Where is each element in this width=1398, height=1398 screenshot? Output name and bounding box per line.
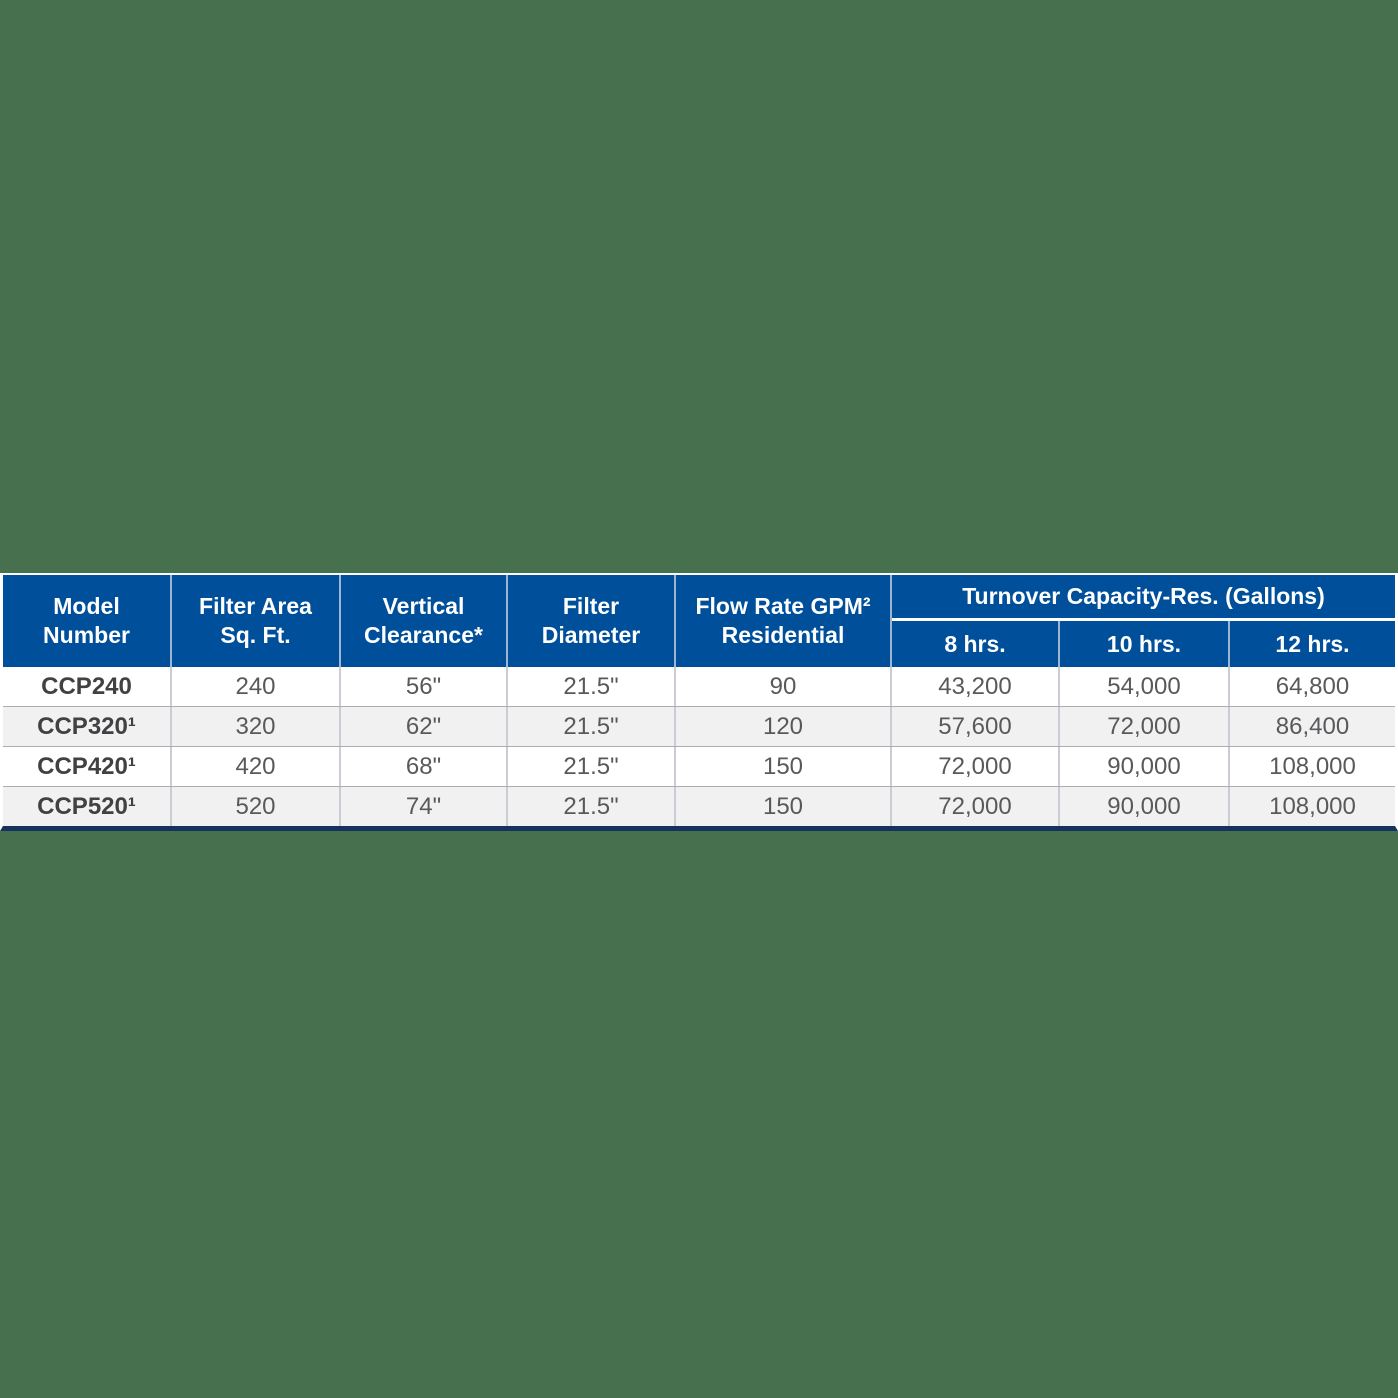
col-header-line: Number [43, 622, 130, 648]
col-header-line: Flow Rate GPM² [695, 593, 871, 619]
cell-capacity-12hrs: 64,800 [1275, 672, 1350, 700]
cell-filter-area: 520 [172, 787, 341, 826]
cell-flow-rate: 150 [676, 787, 892, 826]
col-header-flow-rate: Flow Rate GPM² Residential [676, 575, 892, 667]
col-header-line: Sq. Ft. [220, 622, 291, 648]
cell-filter-diameter: 21.5" [508, 667, 676, 706]
cell-capacity-12hrs: 108,000 [1269, 792, 1356, 820]
cell-capacity-10hrs: 72,000 [1060, 707, 1230, 746]
filter-spec-table: Model Number Filter Area Sq. Ft. Vertica… [0, 573, 1398, 831]
cell-capacity-10hrs: 54,000 [1060, 667, 1230, 706]
cell-capacity-8hrs: 72,000 [892, 747, 1060, 786]
cell-filter-area: 420 [172, 747, 341, 786]
cell-model: CCP240 [3, 667, 172, 706]
col-header-line: Filter [562, 593, 620, 619]
col-header-line: Clearance* [364, 622, 483, 648]
cell-flow-rate: 150 [676, 747, 892, 786]
col-header-line: Residential [721, 622, 845, 648]
cell-flow-rate: 120 [676, 707, 892, 746]
cell-model: CCP320¹ [3, 707, 172, 746]
cell-vertical-clearance: 56" [341, 667, 508, 706]
col-group-subheaders: 8 hrs. 10 hrs. 12 hrs. [892, 621, 1395, 667]
cell-capacity-8hrs: 57,600 [892, 707, 1060, 746]
col-header-filter-area: Filter Area Sq. Ft. [172, 575, 341, 667]
table-header: Model Number Filter Area Sq. Ft. Vertica… [3, 575, 1395, 667]
cell-capacity-8hrs: 72,000 [892, 787, 1060, 826]
cell-model: CCP520¹ [3, 787, 172, 826]
table-row-ccp420: CCP420¹ 420 68" 21.5" 150 72,000 90,000 … [3, 746, 1395, 786]
cell-capacity-10hrs: 90,000 [1060, 747, 1230, 786]
cell-model: CCP420¹ [3, 747, 172, 786]
table-row-ccp320: CCP320¹ 320 62" 21.5" 120 57,600 72,000 … [3, 706, 1395, 746]
col-header-line: Diameter [541, 622, 641, 648]
col-header-filter-diameter: Filter Diameter [508, 575, 676, 667]
cell-capacity-12hrs: 86,400 [1275, 712, 1350, 740]
cell-filter-area: 240 [172, 667, 341, 706]
cell-filter-diameter: 21.5" [508, 787, 676, 826]
cell-vertical-clearance: 74" [341, 787, 508, 826]
cell-filter-diameter: 21.5" [508, 707, 676, 746]
cell-capacity-12hrs: 108,000 [1269, 752, 1356, 780]
cell-filter-diameter: 21.5" [508, 747, 676, 786]
table-row-ccp520: CCP520¹ 520 74" 21.5" 150 72,000 90,000 … [3, 786, 1395, 826]
col-group-turnover-capacity: Turnover Capacity-Res. (Gallons) 8 hrs. … [892, 575, 1395, 667]
table-row-ccp240: CCP240 240 56" 21.5" 90 43,200 54,000 64… [3, 667, 1395, 706]
cell-capacity-8hrs: 43,200 [892, 667, 1060, 706]
cell-vertical-clearance: 68" [341, 747, 508, 786]
cell-capacity-10hrs: 90,000 [1060, 787, 1230, 826]
cell-vertical-clearance: 62" [341, 707, 508, 746]
col-header-vertical-clearance: Vertical Clearance* [341, 575, 508, 667]
col-header-model-number: Model Number [3, 575, 172, 667]
cell-flow-rate: 90 [676, 667, 892, 706]
col-header-8hrs: 8 hrs. [892, 621, 1060, 667]
col-group-title: Turnover Capacity-Res. (Gallons) [892, 575, 1395, 621]
cell-filter-area: 320 [172, 707, 341, 746]
col-header-line: Model [53, 593, 120, 619]
col-header-line: Vertical [382, 593, 465, 619]
table-body: CCP240 240 56" 21.5" 90 43,200 54,000 64… [3, 667, 1395, 826]
col-header-line: Filter Area [199, 593, 312, 619]
col-header-12hrs: 12 hrs. [1275, 630, 1350, 657]
col-header-10hrs: 10 hrs. [1060, 621, 1230, 667]
